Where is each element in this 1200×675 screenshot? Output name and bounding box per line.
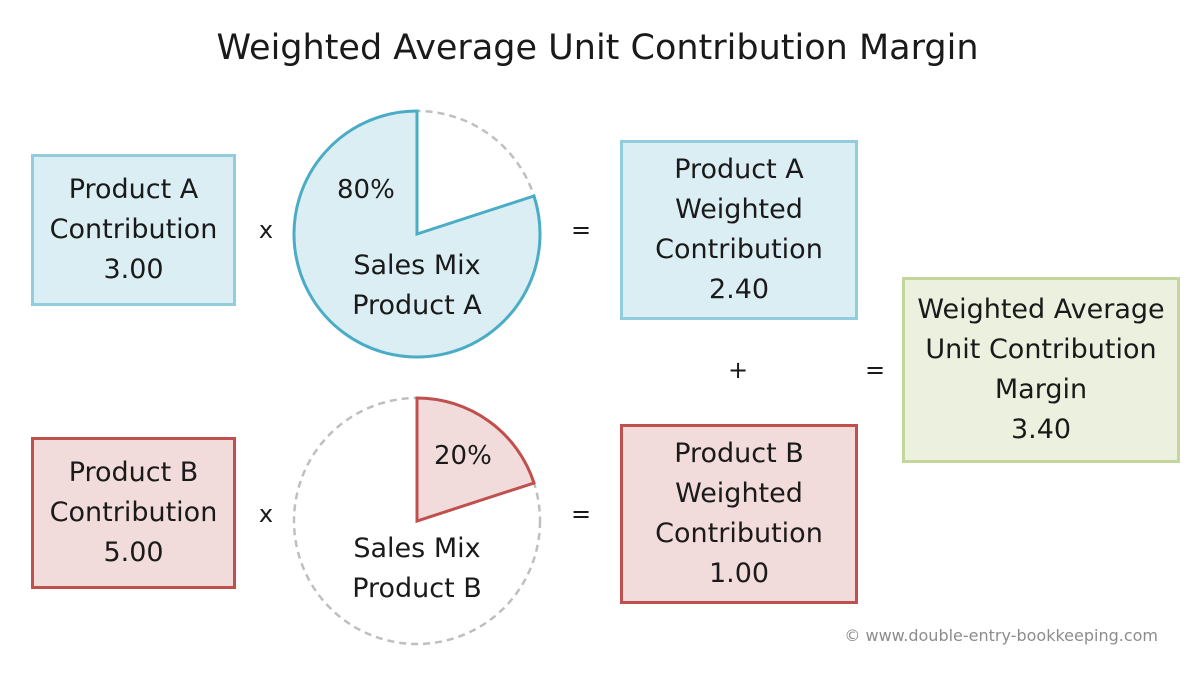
product-a-weighted-box: Product A Weighted Contribution 2.40 (620, 140, 858, 320)
sales-mix-a-label: Sales Mix Product A (317, 246, 517, 326)
product-a-contribution-box: Product A Contribution 3.00 (31, 154, 236, 306)
result-value: 3.40 (1010, 414, 1072, 445)
copyright-notice: © www.double-entry-bookkeeping.com (844, 626, 1158, 645)
result-label-3: Margin (994, 374, 1088, 405)
product-a-weighted-label-1: Product A (674, 154, 804, 185)
product-b-weighted-box: Product B Weighted Contribution 1.00 (620, 424, 858, 604)
sales-mix-b-label-1: Sales Mix (353, 533, 481, 564)
product-b-contribution-box: Product B Contribution 5.00 (31, 437, 236, 589)
sales-mix-b-slice (415, 396, 536, 524)
page-title: Weighted Average Unit Contribution Margi… (216, 28, 979, 68)
product-b-weighted-label-2: Weighted (675, 478, 803, 509)
equals-operator-b: = (570, 500, 592, 528)
product-a-contribution-label-1: Product A (68, 174, 199, 205)
sales-mix-b-label-2: Product B (352, 573, 482, 604)
result-box: Weighted Average Unit Contribution Margi… (902, 277, 1180, 463)
product-b-weighted-label-1: Product B (674, 438, 804, 469)
sales-mix-a-label-1: Sales Mix (353, 250, 481, 281)
product-a-contribution-value: 3.00 (103, 254, 164, 285)
sales-mix-a-slice (292, 109, 542, 359)
product-b-contribution-label-1: Product B (68, 457, 199, 488)
sales-mix-b-percent: 20% (434, 441, 492, 471)
product-b-contribution-label-2: Contribution (49, 497, 218, 528)
product-a-contribution-label-2: Contribution (49, 214, 218, 245)
product-a-weighted-label-2: Weighted (675, 194, 803, 225)
product-b-contribution-value: 5.00 (103, 537, 164, 568)
sales-mix-a-percent: 80% (337, 175, 395, 205)
sales-mix-b-label: Sales Mix Product B (317, 529, 517, 609)
multiply-operator-b: x (258, 500, 274, 528)
product-b-weighted-value: 1.00 (708, 558, 770, 589)
multiply-operator-a: x (258, 216, 274, 244)
sales-mix-a-label-2: Product A (352, 290, 482, 321)
result-label-2: Unit Contribution (925, 334, 1157, 365)
product-b-weighted-label-3: Contribution (655, 518, 823, 549)
result-label-1: Weighted Average (917, 294, 1165, 325)
product-a-weighted-label-3: Contribution (655, 234, 823, 265)
product-a-weighted-value: 2.40 (708, 274, 770, 305)
equals-operator-total: = (864, 356, 886, 384)
plus-operator: + (727, 356, 749, 384)
equals-operator-a: = (570, 216, 592, 244)
